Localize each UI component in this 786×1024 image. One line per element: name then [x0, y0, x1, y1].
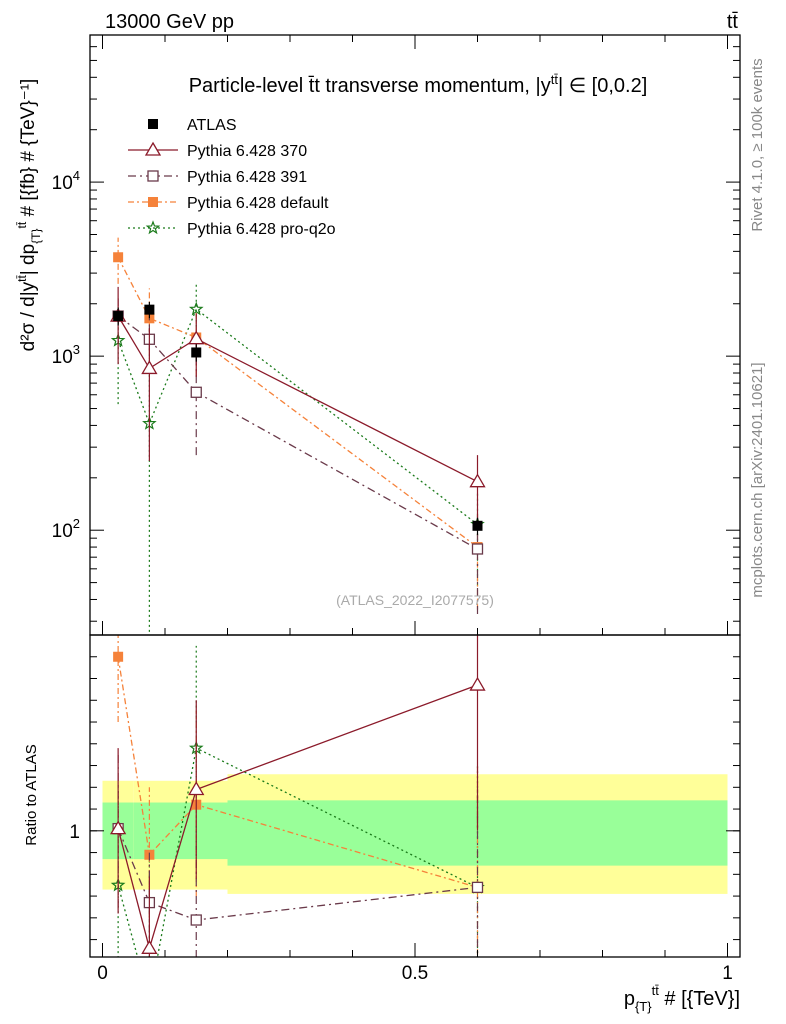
marker-p391-2 [190, 386, 202, 398]
ratio-marker-p391-2 [190, 914, 202, 926]
axis-ticks [90, 34, 740, 957]
mcplots-label: mcplots.cern.ch [arXiv:2401.10621] [749, 362, 766, 597]
marker-pdefault-0 [113, 252, 124, 263]
x-tick-label-2: 1 [722, 963, 733, 984]
y-tick-label-2: 104 [52, 168, 80, 194]
legend-marker-p391 [147, 170, 159, 182]
line-pproq2o [117, 308, 478, 525]
y-tick-label-base-2: 10 [52, 173, 73, 194]
legend-label-pdefault: Pythia 6.428 default [187, 195, 329, 212]
x-tick-label-0: 0 [97, 963, 108, 984]
main-plot-series [109, 237, 486, 635]
marker-pproq2o-2 [188, 301, 204, 316]
ratio-y-axis-label: Ratio to ATLAS [23, 744, 40, 845]
marker-p370-1 [141, 360, 158, 375]
line-p370 [117, 315, 478, 483]
line-pdefault [117, 257, 478, 548]
y-label-sup2: tt̄ [15, 221, 29, 228]
y-tick-label-base-0: 10 [52, 521, 73, 542]
ratio-marker-p370-0 [109, 820, 127, 835]
y-label-sub: {T} [29, 228, 43, 243]
analysis-watermark: (ATLAS_2022_I2077575) [336, 592, 494, 608]
x-label-tail: # [{TeV}] [659, 988, 740, 1010]
ratio-marker-p370-1 [141, 940, 158, 954]
y-tick-label-exp-1: 3 [73, 342, 80, 357]
ratio-line-pdefault [117, 656, 478, 889]
y-axis-label: d²σ / d|ytt̄| dp{T}tt̄ # [{fb} # {TeV}⁻¹… [15, 79, 43, 352]
legend-marker-pdefault [148, 197, 158, 207]
chart-title: Particle-level t̄t transverse momentum, … [189, 72, 648, 97]
legend-label-p391: Pythia 6.428 391 [187, 169, 307, 186]
ratio-marker-p370-2 [188, 781, 205, 796]
header-left: 13000 GeV pp [105, 11, 234, 33]
marker-p391-3 [471, 543, 484, 555]
ratio-plot-series [109, 635, 486, 1006]
chart-title-main: Particle-level t̄t transverse momentum, … [189, 75, 551, 97]
chart-title-sup: tt̄ [551, 72, 559, 87]
ratio-marker-pdefault-0 [113, 651, 124, 662]
y-tick-label-base-1: 10 [52, 347, 73, 368]
marker-p370-2 [188, 330, 205, 345]
y-tick-label-exp-0: 2 [73, 516, 80, 531]
legend-marker-p370 [144, 141, 162, 156]
x-tick-label-1: 0.5 [402, 963, 428, 984]
y-tick-label-exp-2: 4 [73, 168, 80, 183]
legend-marker-pproq2o [145, 220, 161, 235]
rivet-label: Rivet 4.1.0, ≥ 100k events [749, 58, 766, 231]
legend: ATLAS Pythia 6.428 370 Pythia 6.428 391 Pyt… [128, 117, 336, 238]
ratio-line-p370 [117, 684, 478, 951]
marker-atlas-0 [113, 311, 124, 322]
ratio-line-p391 [117, 828, 478, 921]
x-axis-label: p{T}tt̄ # [{TeV}] [624, 983, 740, 1014]
marker-atlas-1 [144, 304, 155, 315]
legend-marker-atlas [148, 119, 158, 129]
x-label-sub: {T} [635, 999, 652, 1014]
x-label-main: p [624, 988, 635, 1010]
legend-label-p370: Pythia 6.428 370 [187, 143, 307, 160]
chart-title-tail: | ∈ [0,0.2] [558, 75, 647, 97]
y-label-mid: | dp [18, 244, 39, 275]
y-tick-label-0: 102 [52, 516, 80, 542]
y-tick-label-1: 103 [52, 342, 80, 368]
x-label-sup: tt̄ [652, 983, 660, 998]
y-label-tail: # [{fb} # {TeV}⁻¹] [18, 79, 39, 222]
ratio-marker-p391-3 [471, 881, 484, 894]
line-p391 [117, 315, 478, 550]
legend-label-pproq2o: Pythia 6.428 pro-q2o [187, 221, 336, 238]
ratio-marker-p370-3 [469, 676, 486, 691]
ratio-tick-label-0: 1 [69, 822, 80, 843]
marker-atlas-2 [191, 347, 202, 358]
y-label-sup1: tt̄ [15, 275, 29, 282]
ratio-marker-pproq2o-1 [144, 995, 155, 1006]
header-right: tt̄ [727, 11, 739, 33]
marker-p370-3 [469, 473, 486, 488]
y-label-main: d²σ / d|y [18, 281, 39, 351]
legend-label-atlas: ATLAS [187, 117, 237, 134]
marker-atlas-3 [472, 520, 483, 531]
